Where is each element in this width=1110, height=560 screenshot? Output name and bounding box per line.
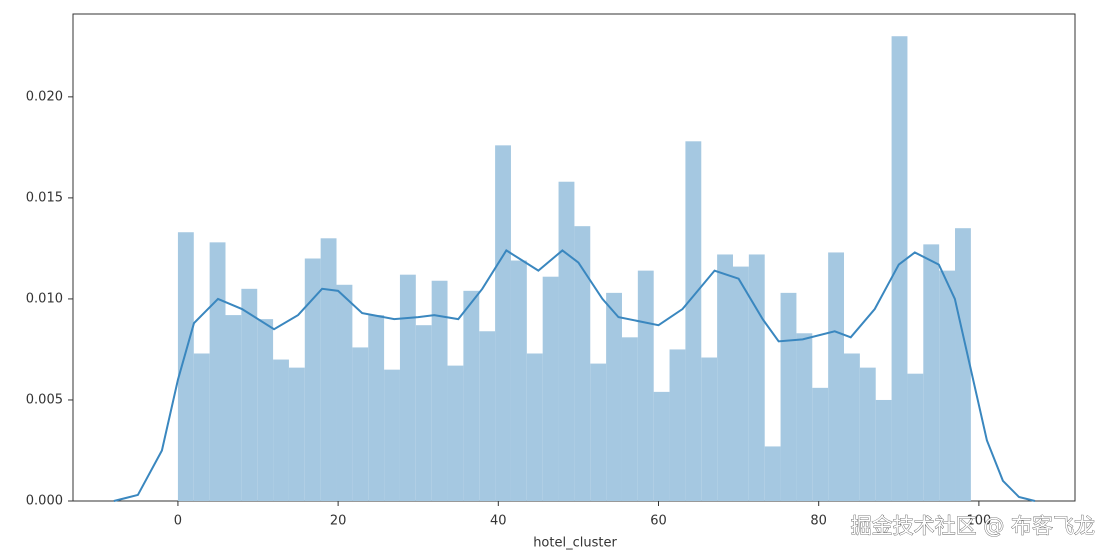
bar	[923, 244, 940, 501]
bar	[844, 353, 860, 501]
watermark: 掘金技术社区 @ 布客飞龙	[851, 514, 1095, 538]
y-tick-label: 0.020	[26, 89, 63, 104]
bar	[732, 266, 749, 501]
bar	[447, 365, 464, 501]
bar	[526, 353, 543, 501]
bar	[796, 333, 813, 501]
bar	[193, 353, 210, 501]
bar	[336, 284, 353, 501]
x-tick-label: 0	[174, 514, 182, 529]
bar	[177, 232, 194, 501]
x-axis-label: hotel_cluster	[533, 536, 617, 551]
x-tick-label: 80	[810, 514, 827, 529]
x-tick-label: 100	[966, 514, 991, 529]
bar	[209, 242, 226, 501]
bar	[415, 325, 432, 501]
bar	[495, 145, 511, 501]
bar	[955, 228, 971, 502]
bar	[812, 387, 829, 501]
bar	[637, 270, 654, 501]
bar	[701, 357, 718, 501]
bar	[352, 347, 369, 501]
bar	[764, 446, 781, 501]
y-tick-label: 0.005	[26, 392, 63, 407]
bar	[399, 274, 416, 501]
y-tick-label: 0.000	[26, 494, 63, 509]
y-tick-label: 0.010	[26, 291, 63, 306]
bar	[748, 254, 765, 501]
bar	[606, 292, 622, 501]
bar	[574, 226, 591, 502]
bar	[669, 349, 686, 501]
bar	[510, 260, 527, 501]
bar	[431, 280, 448, 501]
x-tick-label: 60	[650, 514, 667, 529]
bar	[621, 337, 638, 501]
bar	[384, 369, 400, 501]
bar	[717, 254, 733, 501]
bar	[558, 181, 575, 501]
bar	[463, 290, 480, 501]
bar	[875, 399, 892, 501]
bar	[273, 359, 289, 501]
bar	[939, 270, 956, 501]
bar	[891, 36, 908, 502]
kde-line	[113, 249, 1036, 502]
x-tick-label: 20	[330, 514, 347, 529]
bar	[542, 276, 559, 501]
x-tick-label: 40	[490, 514, 507, 529]
bar	[828, 252, 845, 501]
bar	[780, 292, 797, 501]
bar	[907, 373, 924, 501]
bar	[225, 315, 242, 501]
bar	[288, 367, 305, 501]
bar	[241, 288, 258, 501]
bar	[368, 315, 385, 501]
bar	[320, 238, 337, 501]
bar	[257, 319, 274, 501]
bar	[304, 258, 321, 501]
bar	[479, 331, 496, 501]
y-tick-label: 0.015	[26, 190, 63, 205]
bar	[859, 367, 876, 501]
bar	[590, 363, 607, 501]
bar	[685, 141, 702, 501]
bar	[653, 391, 670, 501]
